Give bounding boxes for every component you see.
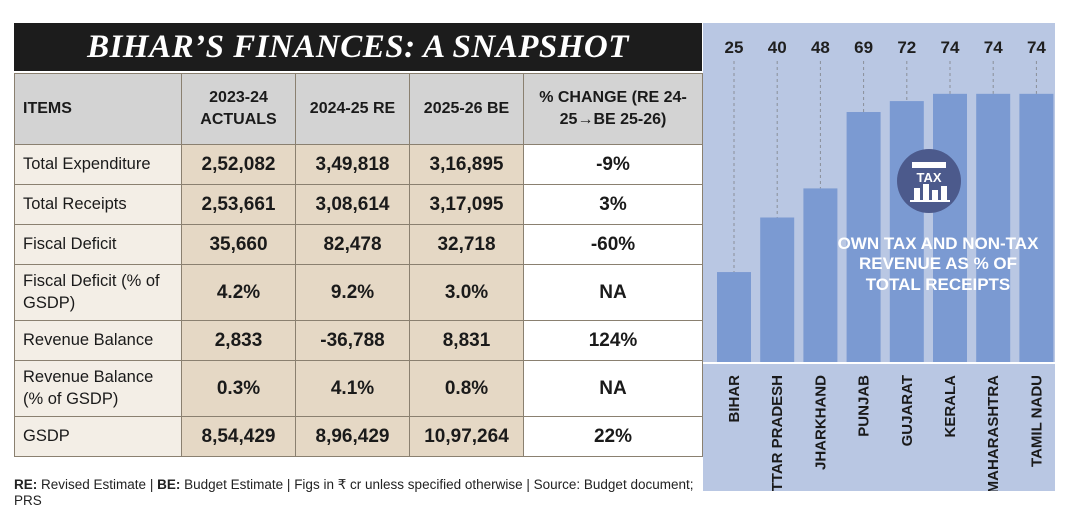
svg-text:TAX: TAX [916,170,941,185]
category-label: PUNJAB [856,375,873,437]
cell-2024-25-re: 82,478 [295,224,410,265]
infographic-title: BIHAR’S FINANCES: A SNAPSHOT [14,23,702,71]
footnote-separator: | [149,477,154,492]
category-label: GUJARAT [899,375,916,446]
header-change: % CHANGE (RE 24-25→BE 25-26) [523,73,703,145]
tax-icon: TAX [897,149,961,213]
footnote-be-text: Budget Estimate | Figs in ₹ cr unless sp… [14,477,694,508]
bar-maharashtra [976,93,1011,363]
bar-tamil-nadu [1019,93,1054,363]
cell-percent-change: 22% [523,416,703,457]
cell-percent-change: -60% [523,224,703,265]
cell-percent-change: NA [523,360,703,417]
row-item-label: Total Expenditure [14,144,182,185]
cell-2025-26-be: 10,97,264 [409,416,524,457]
bar-bihar [717,272,751,363]
cell-2024-25-re: 3,08,614 [295,184,410,225]
bar-value-label: 48 [811,38,830,57]
header-items: ITEMS [14,73,182,145]
row-item-label: GSDP [14,416,182,457]
cell-2024-25-re: 8,96,429 [295,416,410,457]
footnote-be-key: BE: [157,477,181,492]
category-label: TAMIL NADU [1028,375,1045,467]
row-item-label: Total Receipts [14,184,182,225]
bar-value-label: 74 [1027,38,1046,57]
cell-2024-25-re: -36,788 [295,320,410,361]
table-row: Total Expenditure 2,52,082 3,49,818 3,16,89… [14,144,703,185]
table-row: Fiscal Deficit (% of GSDP) 4.2% 9.2% 3.0% NA [14,264,703,321]
cell-2023-24-actuals: 2,53,661 [181,184,296,225]
cell-2024-25-re: 4.1% [295,360,410,417]
bar-value-label: 74 [941,38,960,57]
header-2025-26: 2025-26 BE [409,73,524,145]
cell-percent-change: 3% [523,184,703,225]
cell-percent-change: -9% [523,144,703,185]
cell-2023-24-actuals: 35,660 [181,224,296,265]
bar-value-label: 74 [984,38,1003,57]
bar-uttar-pradesh [760,217,795,363]
finance-table: ITEMS 2023-24 ACTUALS 2024-25 RE 2025-26… [14,73,703,457]
bar-gujarat [889,101,924,363]
footnote: RE: Revised Estimate | BE: Budget Estima… [14,477,714,508]
cell-2023-24-actuals: 8,54,429 [181,416,296,457]
category-label: MAHARASHTRA [985,375,1002,491]
cell-2025-26-be: 0.8% [409,360,524,417]
bar-kerala [933,93,967,363]
row-item-label: Fiscal Deficit [14,224,182,265]
table-row: Fiscal Deficit 35,660 82,478 32,718 -60% [14,224,703,265]
cell-2025-26-be: 3,17,095 [409,184,524,225]
table-header-row: ITEMS 2023-24 ACTUALS 2024-25 RE 2025-26… [14,73,703,145]
row-item-label: Fiscal Deficit (% of GSDP) [14,264,182,321]
cell-2023-24-actuals: 4.2% [181,264,296,321]
table-row: Revenue Balance 2,833 -36,788 8,831 124% [14,320,703,361]
category-label: KERALA [942,375,959,438]
category-label: JHARKHAND [812,375,829,470]
cell-2025-26-be: 8,831 [409,320,524,361]
bar-chart: 25 BIHAR 40 UTTAR PRADESH 48 JHARKHAND 69 PUNJA… [703,38,1055,491]
cell-2023-24-actuals: 2,833 [181,320,296,361]
cell-2025-26-be: 32,718 [409,224,524,265]
cell-2023-24-actuals: 0.3% [181,360,296,417]
cell-2024-25-re: 3,49,818 [295,144,410,185]
bar-value-label: 69 [854,38,873,57]
cell-2024-25-re: 9.2% [295,264,410,321]
chart-panel: 25 BIHAR 40 UTTAR PRADESH 48 JHARKHAND 69 PUNJA… [703,23,1055,491]
table-row: Total Receipts 2,53,661 3,08,614 3,17,095 3% [14,184,703,225]
footnote-re-key: RE: [14,477,38,492]
cell-2025-26-be: 3.0% [409,264,524,321]
table-row: GSDP 8,54,429 8,96,429 10,97,264 22% [14,416,703,457]
header-2023-24: 2023-24 ACTUALS [181,73,296,145]
category-label: BIHAR [726,375,743,423]
bar-jharkhand [803,188,838,363]
header-2024-25: 2024-25 RE [295,73,410,145]
footnote-re-text: Revised Estimate [41,477,147,492]
cell-percent-change: 124% [523,320,703,361]
cell-2023-24-actuals: 2,52,082 [181,144,296,185]
cell-2025-26-be: 3,16,895 [409,144,524,185]
category-label: UTTAR PRADESH [769,375,786,491]
bar-value-label: 25 [725,38,744,57]
row-item-label: Revenue Balance (% of GSDP) [14,360,182,417]
table-row: Revenue Balance (% of GSDP) 0.3% 4.1% 0.8% N… [14,360,703,417]
chart-annotation: OWN TAX AND NON-TAX REVENUE AS % OF TOTA… [837,234,1039,294]
bar-value-label: 40 [768,38,787,57]
bar-punjab [846,112,881,363]
bar-value-label: 72 [897,38,916,57]
row-item-label: Revenue Balance [14,320,182,361]
cell-percent-change: NA [523,264,703,321]
